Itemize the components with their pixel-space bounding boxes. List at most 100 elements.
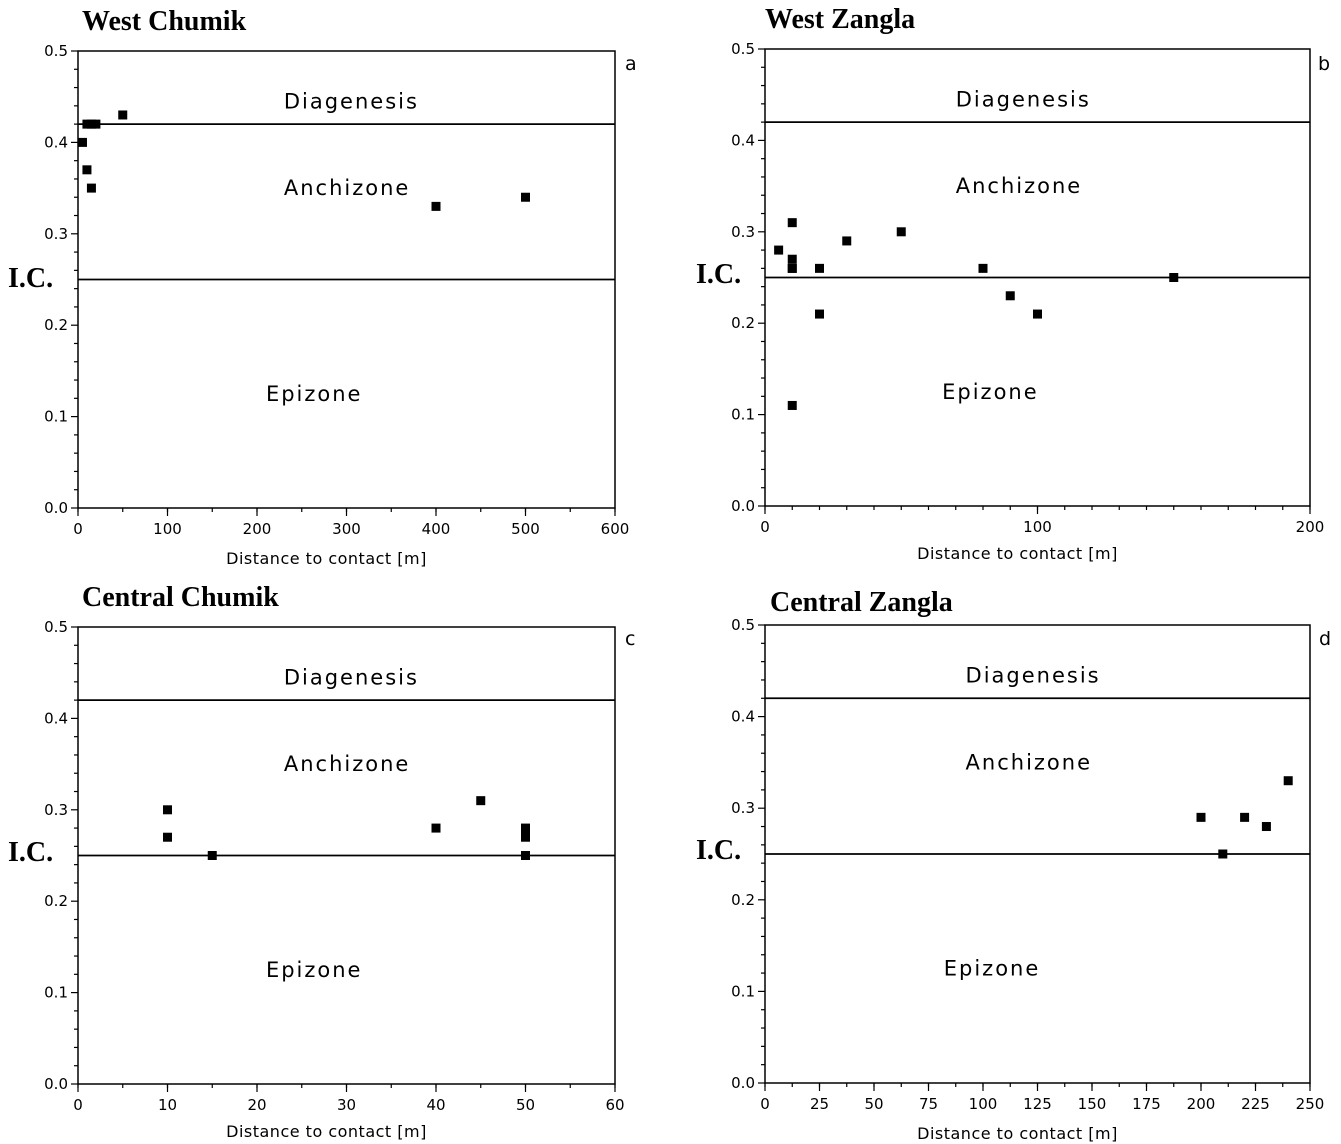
x-tick-label: 100 xyxy=(153,520,182,538)
y-tick-label: 0.3 xyxy=(731,799,755,817)
x-tick-label: 0 xyxy=(760,518,770,536)
panel-letter: b xyxy=(1318,53,1330,75)
data-point xyxy=(774,245,784,255)
panel-letter: c xyxy=(625,628,635,650)
data-point xyxy=(815,263,824,273)
zone-label-diagenesis: Diagenesis xyxy=(284,665,419,689)
x-tick-label: 40 xyxy=(426,1096,445,1114)
chart-title: Central Zangla xyxy=(770,587,953,618)
chart-panel-a: 0.0 0.1 0.2 0.3 0.4 0.5 0 100 200 300 400 500 600 Dia… xyxy=(8,6,637,568)
x-tick-label: 200 xyxy=(1187,1095,1216,1113)
x-tick-label: 600 xyxy=(601,520,630,538)
x-tick-label: 400 xyxy=(422,520,451,538)
y-tick-label: 0.1 xyxy=(731,406,755,424)
data-point xyxy=(1005,291,1015,301)
data-point xyxy=(163,805,172,815)
zone-label-epizone: Epizone xyxy=(266,958,363,982)
data-point xyxy=(1196,812,1206,822)
x-tick-label: 0 xyxy=(760,1095,770,1113)
chart-panel-c: 0.0 0.1 0.2 0.3 0.4 0.5 0 10 20 30 40 50 60 Diagenesi… xyxy=(8,582,635,1141)
data-point xyxy=(521,832,530,842)
y-tick-label: 0.0 xyxy=(731,1074,755,1092)
x-axis-label: Distance to contact [m] xyxy=(226,1122,427,1141)
data-point xyxy=(91,119,101,129)
x-tick-label: 10 xyxy=(158,1096,177,1114)
chart-title: Central Chumik xyxy=(82,582,279,613)
zone-label-diagenesis: Diagenesis xyxy=(284,89,419,113)
x-tick-label: 100 xyxy=(1023,518,1052,536)
y-tick-label: 0.2 xyxy=(731,314,755,332)
data-point xyxy=(1033,309,1042,319)
x-tick-label: 30 xyxy=(337,1096,356,1114)
x-axis-label: Distance to contact [m] xyxy=(226,549,427,568)
x-axis-label: Distance to contact [m] xyxy=(917,1124,1118,1143)
data-point xyxy=(207,851,217,860)
x-tick-label: 0 xyxy=(73,1096,83,1114)
y-tick-label: 0.5 xyxy=(731,616,755,634)
y-axis-label: I.C. xyxy=(696,835,741,866)
y-tick-label: 0.5 xyxy=(44,618,68,636)
x-tick-label: 150 xyxy=(1078,1095,1107,1113)
data-point xyxy=(431,201,441,211)
panel-letter: d xyxy=(1319,628,1331,650)
x-tick-label: 20 xyxy=(247,1096,266,1114)
x-tick-label: 60 xyxy=(605,1096,624,1114)
zone-label-anchizone: Anchizone xyxy=(284,176,410,200)
data-point xyxy=(1240,812,1250,822)
data-point xyxy=(1261,822,1271,832)
data-point xyxy=(787,400,797,410)
x-tick-label: 25 xyxy=(810,1095,829,1113)
data-point xyxy=(787,263,797,273)
x-tick-label: 175 xyxy=(1132,1095,1161,1113)
data-point xyxy=(86,183,96,193)
data-point xyxy=(476,796,486,806)
chart-title: West Chumik xyxy=(82,6,247,37)
data-point xyxy=(82,165,92,175)
y-tick-label: 0.4 xyxy=(731,131,755,149)
x-tick-label: 200 xyxy=(243,520,272,538)
x-tick-label: 0 xyxy=(73,520,83,538)
x-tick-label: 125 xyxy=(1023,1095,1052,1113)
data-point xyxy=(842,236,852,246)
y-tick-label: 0.4 xyxy=(44,133,68,151)
y-tick-label: 0.0 xyxy=(731,497,755,515)
data-point xyxy=(521,192,530,202)
y-tick-label: 0.4 xyxy=(44,709,68,727)
y-tick-label: 0.4 xyxy=(731,708,755,726)
zone-label-diagenesis: Diagenesis xyxy=(956,87,1091,111)
y-tick-label: 0.3 xyxy=(44,225,68,243)
data-point xyxy=(521,823,530,833)
data-point xyxy=(118,110,128,120)
data-point xyxy=(815,309,824,319)
zone-label-epizone: Epizone xyxy=(942,380,1039,404)
data-point xyxy=(978,263,988,273)
y-tick-label: 0.3 xyxy=(44,801,68,819)
y-tick-label: 0.1 xyxy=(44,408,68,426)
x-tick-label: 500 xyxy=(511,520,540,538)
data-point xyxy=(1283,776,1293,786)
zone-label-anchizone: Anchizone xyxy=(956,174,1082,198)
y-tick-label: 0.5 xyxy=(44,42,68,60)
chart-panel-d: 0.0 0.1 0.2 0.3 0.4 0.5 0 25 50 75 100 125 150 175 200… xyxy=(696,587,1331,1143)
data-point xyxy=(896,227,906,237)
x-axis-label: Distance to contact [m] xyxy=(917,544,1118,563)
y-axis-label: I.C. xyxy=(8,837,53,868)
y-tick-label: 0.2 xyxy=(44,316,68,334)
y-tick-label: 0.0 xyxy=(44,1075,68,1093)
zone-label-diagenesis: Diagenesis xyxy=(966,663,1101,687)
y-axis-label: I.C. xyxy=(696,259,741,290)
panel-letter: a xyxy=(625,53,637,75)
data-point xyxy=(521,851,530,860)
data-point xyxy=(521,828,530,838)
y-tick-label: 0.3 xyxy=(731,223,755,241)
y-tick-label: 0.5 xyxy=(731,40,755,58)
y-tick-label: 0.2 xyxy=(44,892,68,910)
x-tick-label: 50 xyxy=(864,1095,883,1113)
zone-label-anchizone: Anchizone xyxy=(284,752,410,776)
y-tick-label: 0.1 xyxy=(44,984,68,1002)
data-point xyxy=(1169,273,1179,282)
x-tick-label: 250 xyxy=(1296,1095,1325,1113)
x-tick-label: 75 xyxy=(919,1095,938,1113)
x-tick-label: 225 xyxy=(1241,1095,1270,1113)
